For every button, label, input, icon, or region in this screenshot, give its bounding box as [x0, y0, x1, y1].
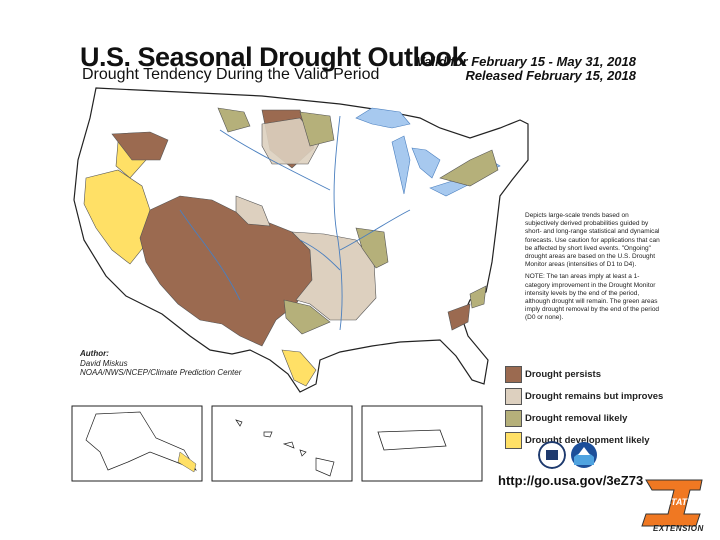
drought-persists-southeast	[447, 303, 471, 331]
legend-label: Drought persists	[525, 369, 602, 380]
legend-item-development: Drought development likely	[505, 430, 663, 451]
legend: Drought persists Drought remains but imp…	[505, 364, 663, 452]
drought-removal-dakotas	[299, 111, 335, 147]
legend-item-improves: Drought remains but improves	[505, 386, 663, 407]
extension-logo-mark	[641, 479, 703, 527]
author-org: NOAA/NWS/NCEP/Climate Prediction Center	[80, 368, 242, 377]
legend-swatch	[505, 432, 522, 449]
author-heading: Author:	[80, 349, 109, 358]
drought-improves-colorado	[235, 195, 271, 227]
legend-label: Drought removal likely	[525, 413, 628, 424]
logo-word: STATE	[665, 497, 694, 507]
drought-persists-pacific-nw	[111, 131, 169, 161]
legend-label: Drought development likely	[525, 435, 650, 446]
notes-explanation: NOTE: The tan areas imply at least a 1-c…	[525, 273, 660, 322]
drought-removal-gulf	[283, 299, 331, 335]
logo-tagline: EXTENSION	[653, 524, 704, 533]
rivers	[179, 115, 411, 331]
legend-item-persists: Drought persists	[505, 364, 663, 385]
drought-development-texas	[281, 349, 317, 387]
alaska-land	[85, 411, 197, 471]
usda-seal-icon	[538, 441, 566, 469]
great-lakes	[355, 107, 501, 197]
legend-item-removal: Drought removal likely	[505, 408, 663, 429]
map-notes: Depicts large-scale trends based on subj…	[525, 212, 660, 327]
legend-swatch	[505, 366, 522, 383]
drought-removal-carolinas	[469, 285, 487, 309]
drought-improves-southern-plains	[291, 231, 377, 321]
alaska-panhandle-development	[177, 451, 197, 473]
author-block: Author: David Miskus NOAA/NWS/NCEP/Clima…	[80, 349, 241, 378]
release-date: Released February 15, 2018	[465, 68, 636, 83]
map-title: U.S. Seasonal Drought Outlook	[80, 42, 467, 72]
legend-swatch	[505, 388, 522, 405]
drought-removal-northeast	[439, 149, 499, 187]
author-name: David Miskus	[80, 358, 128, 368]
puerto-rico-land	[377, 429, 447, 451]
hawaii-islands	[235, 419, 335, 477]
valid-period: Valid for February 15 - May 31, 2018	[416, 54, 636, 69]
drought-removal-midsouth	[355, 227, 389, 269]
drought-removal-montana	[217, 107, 251, 133]
noaa-logo-icon	[571, 442, 597, 468]
legend-label: Drought remains but improves	[525, 391, 664, 402]
map-subtitle: Drought Tendency During the Valid Period	[82, 66, 380, 83]
legend-swatch	[505, 410, 522, 427]
source-url[interactable]: http://go.usa.gov/3eZ73	[498, 473, 644, 488]
agency-logos	[538, 441, 598, 469]
notes-methodology: Depicts large-scale trends based on subj…	[525, 212, 660, 269]
